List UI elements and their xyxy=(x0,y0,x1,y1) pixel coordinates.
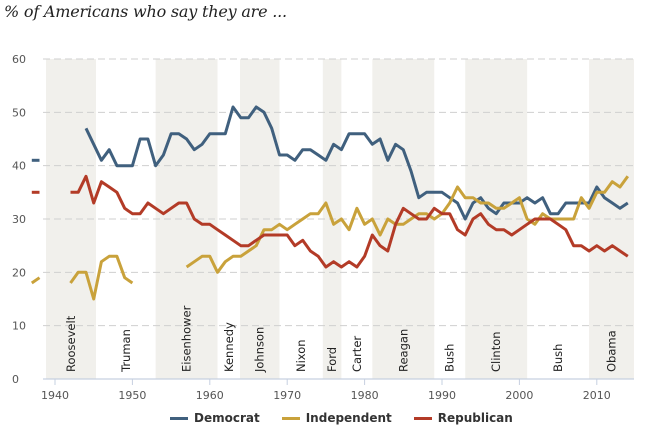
y-tick-label: 50 xyxy=(12,106,26,119)
x-tick-label: 1940 xyxy=(41,389,69,402)
president-label: Kennedy xyxy=(222,322,236,372)
president-label: Roosevelt xyxy=(64,315,78,372)
president-label: Eisenhower xyxy=(180,305,194,372)
legend-label: Democrat xyxy=(194,411,260,425)
republican-line xyxy=(70,174,629,269)
x-tick-label: 1970 xyxy=(273,389,301,402)
y-tick-label: 40 xyxy=(12,160,26,173)
president-label: Bush xyxy=(443,344,457,372)
y-tick-label: 60 xyxy=(12,53,26,66)
president-label: Reagan xyxy=(396,329,410,372)
y-axis-ticks: 0 10 20 30 40 50 60 xyxy=(12,53,26,386)
legend: Democrat Independent Republican xyxy=(170,411,513,425)
chart-title: % of Americans who say they are ... xyxy=(4,2,287,21)
president-labels: Roosevelt Truman Eisenhower Kennedy Johnson N… xyxy=(64,305,618,373)
republican-swatch xyxy=(413,416,432,420)
x-tick-label: 1980 xyxy=(351,389,379,402)
x-tick-label: 1960 xyxy=(196,389,224,402)
y-tick-label: 10 xyxy=(12,320,26,333)
president-label: Clinton xyxy=(489,331,503,372)
president-label: Truman xyxy=(119,329,133,373)
independent-line xyxy=(30,276,41,285)
series-lines xyxy=(30,105,630,301)
legend-label: Republican xyxy=(437,411,513,425)
x-tick-label: 2010 xyxy=(583,389,611,402)
democrat-swatch xyxy=(170,416,188,420)
x-tick-label: 2000 xyxy=(505,389,533,402)
president-label: Johnson xyxy=(253,327,267,373)
president-label: Nixon xyxy=(294,339,308,372)
gridlines xyxy=(43,58,634,380)
x-tick-label: 1990 xyxy=(428,389,456,402)
president-label: Bush xyxy=(551,344,565,372)
president-label: Obama xyxy=(605,330,619,372)
president-label: Ford xyxy=(325,347,339,372)
legend-item-democrat[interactable]: Democrat xyxy=(170,411,260,425)
x-axis-ticks: 1940 1950 1960 1970 1980 1990 2000 2010 xyxy=(41,379,611,402)
legend-item-republican[interactable]: Republican xyxy=(413,411,513,425)
y-tick-label: 30 xyxy=(12,213,26,226)
president-label: Carter xyxy=(350,336,364,372)
independent-swatch xyxy=(281,416,300,420)
democrat-line xyxy=(84,105,629,221)
y-tick-label: 0 xyxy=(12,373,19,386)
x-tick-label: 1950 xyxy=(118,389,146,402)
independent-line xyxy=(69,254,134,301)
legend-label: Independent xyxy=(305,411,392,425)
legend-item-independent[interactable]: Independent xyxy=(281,411,392,425)
y-tick-label: 20 xyxy=(12,266,26,279)
